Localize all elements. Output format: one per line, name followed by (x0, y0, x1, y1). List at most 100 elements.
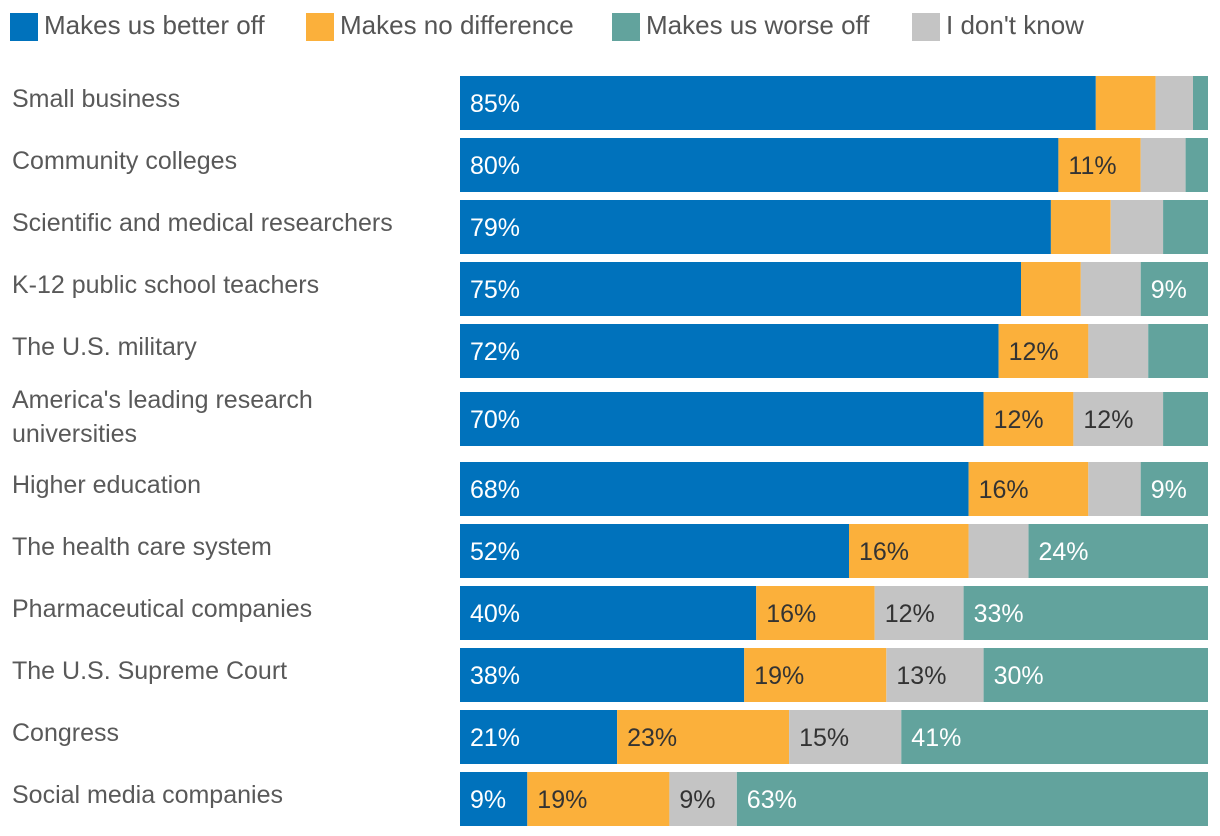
category-label-the-health-care-system: The health care system (12, 533, 272, 561)
bar-pharmaceutical-companies-i-don-t-know (874, 586, 964, 640)
data-label-the-u-s-military-makes-no-difference: 12% (1009, 338, 1059, 366)
bar-pharmaceutical-companies-makes-us-better-off (460, 586, 757, 640)
data-label-the-u-s-supreme-court-i-don-t-know: 13% (896, 662, 946, 690)
legend-label-makes-us-worse-off: Makes us worse off (646, 10, 870, 40)
bar-the-health-care-system-i-don-t-know (968, 524, 1029, 578)
category-labels: Small business Community colleges Scientif… (12, 85, 393, 809)
data-label-community-colleges-makes-no-difference: 11% (1068, 152, 1116, 180)
legend: Makes us better off Makes no difference Ma… (10, 10, 1084, 41)
data-label-social-media-companies-i-don-t-know: 9% (679, 786, 715, 814)
bar-america-s-leading-research-universities-makes-no-difference (983, 392, 1074, 446)
data-label-community-colleges-makes-us-better-off: 80% (470, 152, 520, 180)
legend-swatch-makes-us-worse-off (612, 13, 640, 41)
bar-the-u-s-military-makes-us-worse-off (1148, 324, 1208, 378)
data-label-congress-makes-no-difference: 23% (627, 724, 677, 752)
bar-pharmaceutical-companies-makes-us-worse-off (963, 586, 1208, 640)
data-label-k-12-public-school-teachers-makes-us-worse-off: 9% (1151, 276, 1187, 304)
bar-community-colleges-makes-no-difference (1058, 138, 1141, 192)
bar-congress-makes-us-worse-off (901, 710, 1208, 764)
data-label-america-s-leading-research-universities-makes-us-better-off: 70% (470, 406, 520, 434)
legend-label-i-don-t-know: I don't know (946, 10, 1084, 40)
bar-the-u-s-supreme-court-makes-us-worse-off (983, 648, 1208, 702)
data-label-scientific-and-medical-researchers-makes-us-better-off: 79% (470, 214, 520, 242)
data-label-america-s-leading-research-universities-i-don-t-know: 12% (1083, 406, 1133, 434)
data-label-the-u-s-supreme-court-makes-us-better-off: 38% (470, 662, 520, 690)
legend-label-makes-us-better-off: Makes us better off (44, 10, 265, 40)
bar-the-u-s-supreme-court-i-don-t-know (886, 648, 984, 702)
bar-scientific-and-medical-researchers-makes-no-difference (1050, 200, 1111, 254)
bar-higher-education-makes-no-difference (968, 462, 1089, 516)
category-label-social-media-companies: Social media companies (12, 781, 283, 809)
bar-small-business-makes-no-difference (1095, 76, 1156, 130)
category-label-small-business: Small business (12, 85, 180, 113)
bar-congress-i-don-t-know (789, 710, 902, 764)
category-label-congress: Congress (12, 719, 119, 747)
bar-community-colleges-makes-us-worse-off (1185, 138, 1208, 192)
data-label-higher-education-makes-no-difference: 16% (979, 476, 1029, 504)
bar-community-colleges-i-don-t-know (1140, 138, 1186, 192)
bar-america-s-leading-research-universities-makes-us-worse-off (1163, 392, 1208, 446)
data-label-small-business-makes-us-better-off: 85% (470, 90, 520, 118)
data-label-congress-makes-us-worse-off: 41% (911, 724, 961, 752)
bar-the-u-s-military-i-don-t-know (1088, 324, 1149, 378)
data-label-the-health-care-system-makes-us-better-off: 52% (470, 538, 520, 566)
data-label-k-12-public-school-teachers-makes-us-better-off: 75% (470, 276, 520, 304)
data-label-social-media-companies-makes-no-difference: 19% (537, 786, 587, 814)
legend-label-makes-no-difference: Makes no difference (340, 10, 574, 40)
data-label-the-health-care-system-makes-no-difference: 16% (859, 538, 909, 566)
bar-social-media-companies-makes-us-better-off (460, 772, 528, 826)
bar-america-s-leading-research-universities-makes-us-better-off (460, 392, 984, 446)
bar-higher-education-makes-us-better-off (460, 462, 969, 516)
category-label-community-colleges: Community colleges (12, 147, 237, 175)
bar-the-u-s-military-makes-no-difference (998, 324, 1089, 378)
bar-the-health-care-system-makes-us-better-off (460, 524, 849, 578)
bar-k-12-public-school-teachers-makes-us-worse-off (1140, 262, 1208, 316)
bar-scientific-and-medical-researchers-makes-us-worse-off (1163, 200, 1208, 254)
legend-swatch-makes-no-difference (306, 13, 334, 41)
bar-scientific-and-medical-researchers-makes-us-better-off (460, 200, 1051, 254)
data-label-pharmaceutical-companies-makes-no-difference: 16% (766, 600, 816, 628)
bar-community-colleges-makes-us-better-off (460, 138, 1059, 192)
bar-social-media-companies-makes-no-difference (527, 772, 670, 826)
bars: 85% 80% 11% 79% 75% 9% 72% 12% 70% 12% 12% 68% 16% 9%… (460, 76, 1208, 826)
data-label-congress-i-don-t-know: 15% (799, 724, 849, 752)
category-label-the-u-s-military: The U.S. military (12, 333, 197, 361)
data-label-social-media-companies-makes-us-worse-off: 63% (747, 786, 797, 814)
bar-the-health-care-system-makes-no-difference (849, 524, 969, 578)
bar-small-business-i-don-t-know (1155, 76, 1193, 130)
bar-k-12-public-school-teachers-i-don-t-know (1080, 262, 1141, 316)
bar-social-media-companies-makes-us-worse-off (736, 772, 1208, 826)
category-label-america-s-leading-research-universities: America's leading research universities (12, 386, 313, 448)
bar-scientific-and-medical-researchers-i-don-t-know (1110, 200, 1164, 254)
category-label-higher-education: Higher education (12, 471, 201, 499)
data-label-congress-makes-us-better-off: 21% (470, 724, 520, 752)
bar-higher-education-i-don-t-know (1088, 462, 1141, 516)
legend-swatch-i-don-t-know (912, 13, 940, 41)
category-label-k-12-public-school-teachers: K-12 public school teachers (12, 271, 319, 299)
data-label-higher-education-makes-us-worse-off: 9% (1151, 476, 1187, 504)
bar-small-business-makes-us-worse-off (1193, 76, 1208, 130)
category-label-the-u-s-supreme-court: The U.S. Supreme Court (12, 657, 287, 685)
data-label-social-media-companies-makes-us-better-off: 9% (470, 786, 506, 814)
bar-the-u-s-supreme-court-makes-us-better-off (460, 648, 745, 702)
category-label-pharmaceutical-companies: Pharmaceutical companies (12, 595, 312, 623)
legend-swatch-makes-us-better-off (10, 13, 38, 41)
bar-higher-education-makes-us-worse-off (1140, 462, 1208, 516)
data-label-america-s-leading-research-universities-makes-no-difference: 12% (994, 406, 1044, 434)
data-label-higher-education-makes-us-better-off: 68% (470, 476, 520, 504)
bar-the-health-care-system-makes-us-worse-off (1028, 524, 1208, 578)
bar-small-business-makes-us-better-off (460, 76, 1096, 130)
data-label-the-u-s-supreme-court-makes-no-difference: 19% (754, 662, 804, 690)
data-label-the-u-s-military-makes-us-better-off: 72% (470, 338, 520, 366)
category-label-scientific-and-medical-researchers: Scientific and medical researchers (12, 209, 393, 237)
bar-pharmaceutical-companies-makes-no-difference (756, 586, 875, 640)
data-label-pharmaceutical-companies-makes-us-worse-off: 33% (974, 600, 1024, 628)
bar-the-u-s-military-makes-us-better-off (460, 324, 999, 378)
bar-social-media-companies-i-don-t-know (669, 772, 737, 826)
data-label-the-u-s-supreme-court-makes-us-worse-off: 30% (994, 662, 1044, 690)
bar-k-12-public-school-teachers-makes-us-better-off (460, 262, 1021, 316)
bar-america-s-leading-research-universities-i-don-t-know (1073, 392, 1164, 446)
data-label-pharmaceutical-companies-i-don-t-know: 12% (885, 600, 935, 628)
bar-the-u-s-supreme-court-makes-no-difference (744, 648, 887, 702)
